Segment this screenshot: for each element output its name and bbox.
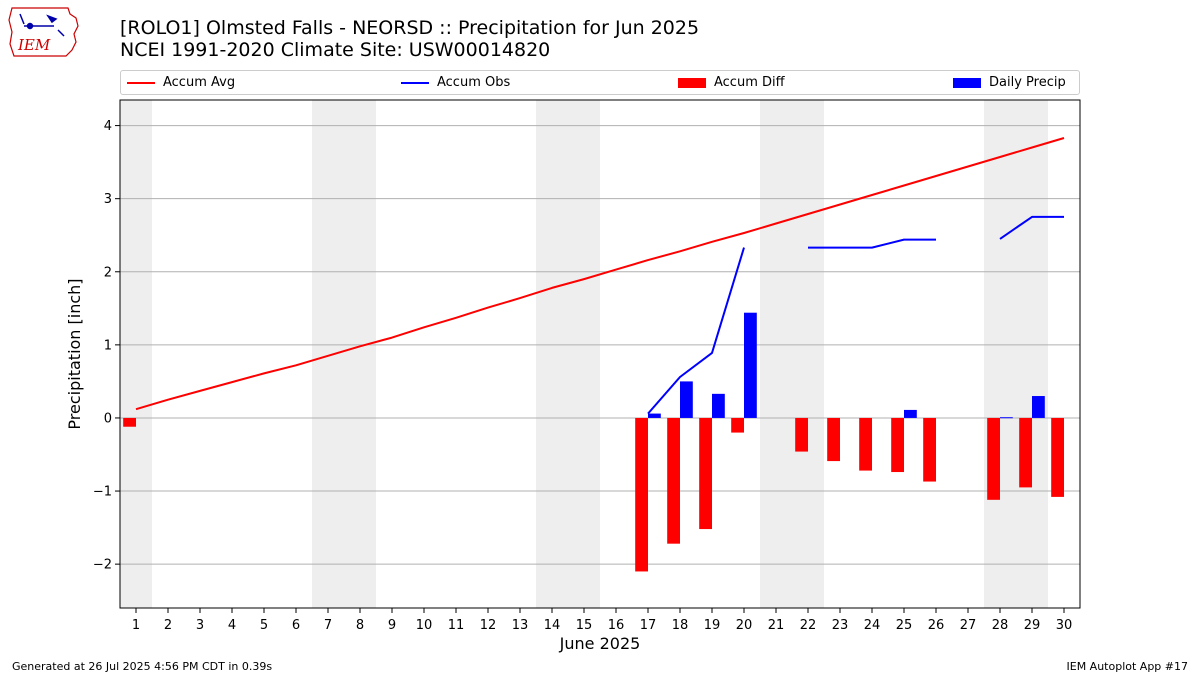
y-tick-label: 2 — [104, 265, 112, 280]
accum-obs-line — [647, 247, 745, 415]
accum-obs-line — [808, 238, 936, 249]
x-tick-label: 11 — [448, 618, 465, 633]
accum-diff-bar — [795, 417, 808, 452]
x-tick-label: 22 — [800, 618, 817, 633]
daily-precip-bar — [648, 413, 661, 418]
legend: Accum Avg Accum Obs Accum Diff Daily Pre… — [120, 70, 1080, 95]
x-tick-label: 24 — [864, 618, 881, 633]
weekend-band — [536, 100, 600, 608]
plot-frame — [119, 99, 1081, 609]
y-tick-label: 4 — [104, 119, 112, 134]
x-tick-label: 8 — [356, 618, 364, 633]
footer-generated-text: Generated at 26 Jul 2025 4:56 PM CDT in … — [12, 660, 273, 673]
y-tick-label: 1 — [104, 338, 112, 353]
x-tick-label: 28 — [992, 618, 1009, 633]
accum-diff-bar — [699, 417, 712, 530]
accum-diff-bar — [891, 417, 904, 473]
x-tick-label: 9 — [388, 618, 396, 633]
legend-swatch-accum-obs — [401, 81, 429, 84]
weekend-band — [760, 100, 824, 608]
x-tick-label: 13 — [512, 618, 529, 633]
weekend-band — [312, 100, 376, 608]
accum-diff-bar — [1051, 417, 1064, 497]
daily-precip-bar — [712, 393, 725, 418]
x-tick-label: 16 — [608, 618, 625, 633]
legend-item-accum-obs: Accum Obs — [401, 74, 510, 91]
y-axis-label: Precipitation [inch] — [65, 278, 84, 429]
legend-swatch-accum-avg — [127, 81, 155, 84]
footer-app-label: IEM Autoplot App #17 — [1066, 660, 1189, 673]
chart-title: [ROLO1] Olmsted Falls - NEORSD :: Precip… — [120, 17, 700, 39]
legend-label-accum-diff: Accum Diff — [714, 75, 785, 90]
legend-label-accum-avg: Accum Avg — [163, 75, 236, 90]
y-tick-label: −2 — [93, 558, 112, 573]
accum-avg-line — [135, 137, 1065, 411]
daily-precip-bar — [1000, 417, 1013, 419]
accum-diff-bar — [667, 417, 680, 544]
x-tick-label: 26 — [928, 618, 945, 633]
x-tick-label: 1 — [132, 618, 140, 633]
x-tick-label: 2 — [164, 618, 172, 633]
accum-diff-bar — [1019, 417, 1032, 488]
accum-obs-line — [999, 215, 1064, 240]
x-tick-label: 19 — [704, 618, 721, 633]
iem-logo: IEM — [8, 7, 79, 57]
daily-precip-bar — [680, 381, 693, 418]
accum-diff-bar — [123, 417, 136, 427]
y-tick-label: −1 — [93, 485, 112, 500]
daily-precip-bar — [744, 312, 757, 418]
x-tick-label: 29 — [1024, 618, 1041, 633]
legend-label-daily-precip: Daily Precip — [989, 75, 1066, 90]
x-tick-label: 30 — [1056, 618, 1073, 633]
accum-diff-bar — [987, 417, 1000, 500]
x-tick-label: 7 — [324, 618, 332, 633]
x-tick-label: 15 — [576, 618, 593, 633]
x-tick-label: 6 — [292, 618, 300, 633]
x-tick-label: 12 — [480, 618, 497, 633]
x-tick-label: 18 — [672, 618, 689, 633]
x-tick-label: 25 — [896, 618, 913, 633]
accum-diff-bar — [923, 417, 936, 482]
accum-diff-bar — [859, 417, 872, 471]
weekend-band — [120, 100, 152, 608]
y-tick-label: 3 — [104, 192, 112, 207]
weekend-band — [984, 100, 1048, 608]
accum-diff-bar — [731, 417, 744, 433]
x-tick-label: 4 — [228, 618, 236, 633]
daily-precip-bar — [904, 409, 917, 418]
x-tick-label: 27 — [960, 618, 977, 633]
x-tick-label: 21 — [768, 618, 785, 633]
x-tick-label: 20 — [736, 618, 753, 633]
x-axis-label: June 2025 — [559, 634, 641, 653]
legend-item-accum-avg: Accum Avg — [127, 74, 235, 91]
y-tick-label: 0 — [104, 411, 112, 426]
x-tick-label: 17 — [640, 618, 657, 633]
accum-diff-bar — [635, 417, 648, 572]
accum-diff-bar — [827, 417, 840, 462]
chart-subtitle: NCEI 1991-2020 Climate Site: USW00014820 — [120, 39, 551, 61]
daily-precip-bar — [1032, 396, 1045, 418]
x-tick-label: 23 — [832, 618, 849, 633]
legend-swatch-accum-diff — [678, 77, 706, 88]
x-tick-label: 10 — [416, 618, 433, 633]
x-tick-label: 14 — [544, 618, 561, 633]
legend-swatch-daily-precip — [953, 77, 981, 88]
legend-item-accum-diff: Accum Diff — [678, 74, 785, 91]
x-tick-label: 5 — [260, 618, 268, 633]
x-tick-label: 3 — [196, 618, 204, 633]
legend-label-accum-obs: Accum Obs — [437, 75, 511, 90]
logo-text: IEM — [17, 36, 51, 54]
legend-item-daily-precip: Daily Precip — [953, 74, 1066, 91]
